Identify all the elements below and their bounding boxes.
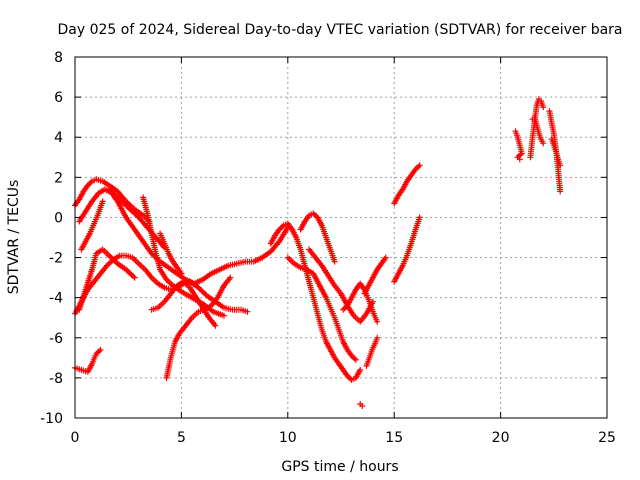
data-point-markers: [548, 136, 564, 169]
series-track-r: [357, 401, 366, 409]
data-point-markers: [357, 401, 366, 409]
data-point-markers: [363, 334, 381, 369]
x-tick-label: 10: [279, 430, 297, 446]
x-tick-label: 15: [385, 430, 403, 446]
x-tick-label: 5: [177, 430, 186, 446]
series-track-o: [306, 246, 376, 325]
data-point-markers: [529, 114, 547, 147]
plot-frame: [74, 56, 608, 419]
data-point-markers: [157, 230, 185, 277]
y-tick-label: 6: [54, 90, 63, 106]
data-point-markers: [361, 254, 389, 297]
y-axis-label: SDTVAR / TECUs: [6, 180, 22, 295]
y-tick-label: 2: [54, 170, 63, 186]
series-track-j: [163, 274, 234, 381]
data-point-markers: [78, 198, 106, 253]
data-point-markers: [391, 162, 423, 207]
data-points: [72, 96, 564, 409]
data-point-markers: [297, 210, 338, 265]
x-tick-label: 20: [492, 430, 510, 446]
series-track-s: [361, 254, 389, 297]
x-tick-label: 25: [598, 430, 616, 446]
x-axis-label: GPS time / hours: [281, 459, 398, 475]
series-track-c: [78, 198, 106, 253]
axis-ticks: [74, 56, 608, 419]
data-point-markers: [106, 186, 291, 287]
data-point-markers: [284, 254, 359, 363]
y-tick-label: -4: [49, 291, 63, 307]
series-track-v: [512, 128, 525, 163]
series-track-n: [297, 210, 338, 265]
data-point-markers: [391, 214, 423, 285]
tick-labels: 0 5 10 15 20 25 -10 -8 -6 -4 -2 0 2 4 6 8: [40, 50, 616, 446]
series-track-g: [106, 186, 291, 287]
series-track-p: [340, 280, 381, 325]
y-tick-label: -8: [49, 371, 63, 387]
chart-title: Day 025 of 2024, Sidereal Day-to-day VTE…: [57, 22, 622, 38]
data-point-markers: [267, 220, 364, 383]
series-track-m: [284, 254, 359, 363]
series-track-z: [548, 136, 564, 169]
series-track-u: [391, 162, 423, 207]
data-point-markers: [512, 128, 525, 163]
series-track-q: [363, 334, 381, 369]
series-track-t: [391, 214, 423, 285]
series-track-x: [529, 114, 547, 147]
data-point-markers: [306, 246, 376, 325]
x-tick-label: 0: [71, 430, 80, 446]
y-tick-label: -10: [40, 411, 63, 427]
series-track-k: [157, 230, 185, 277]
data-point-markers: [163, 274, 234, 381]
y-tick-label: -2: [49, 251, 63, 267]
y-tick-label: 8: [54, 50, 63, 66]
data-point-markers: [340, 280, 381, 325]
series-track-f: [72, 346, 104, 375]
y-tick-label: -6: [49, 331, 63, 347]
data-point-markers: [72, 346, 104, 375]
y-tick-label: 0: [54, 210, 63, 226]
series-track-l: [267, 220, 364, 383]
y-tick-label: 4: [54, 130, 63, 146]
